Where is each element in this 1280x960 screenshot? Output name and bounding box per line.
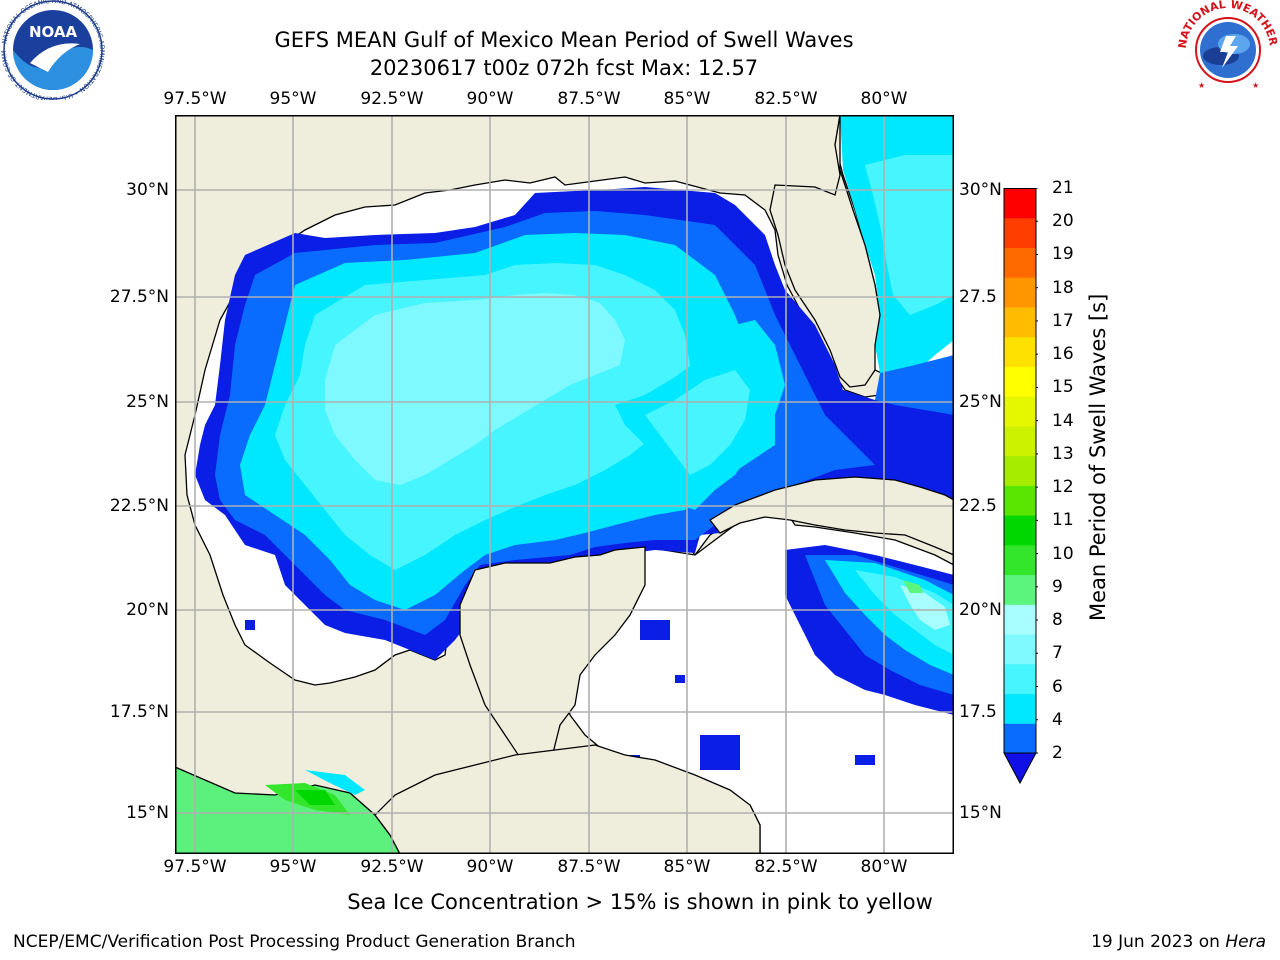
- noaa-logo: NATIONAL OCEANIC AND ATMOSPHERIC ADMINIS…: [0, 0, 106, 100]
- colorbar-tick-label: 21: [1052, 178, 1074, 198]
- colorbar: [1002, 188, 1038, 788]
- lat-label-right: 20°N: [959, 600, 1002, 620]
- colorbar-band: [1004, 485, 1036, 516]
- colorbar-band: [1004, 425, 1036, 457]
- lon-label-top: 90°W: [466, 89, 514, 109]
- colorbar-frame: [1003, 188, 1037, 753]
- colorbar-tick-label: 19: [1052, 244, 1074, 265]
- lon-label-bottom: 82.5°W: [754, 857, 818, 877]
- map-frame: [175, 115, 954, 854]
- colorbar-band: [1004, 306, 1036, 338]
- lat-label-right: 22.5: [959, 496, 997, 516]
- lon-label-bottom: 87.5°W: [557, 857, 621, 877]
- lon-label-top: 92.5°W: [360, 89, 424, 109]
- colorbar-band: [1004, 188, 1036, 219]
- lat-label-right: 25°N: [959, 392, 1002, 412]
- colorbar-band: [1004, 336, 1036, 367]
- colorbar-band: [1004, 396, 1036, 427]
- colorbar-extend-triangle: [1003, 752, 1037, 785]
- swell-field: [195, 115, 954, 815]
- lat-label-left: 15°N: [126, 803, 169, 823]
- lon-label-top: 80°W: [860, 89, 908, 109]
- lon-label-bottom: 95°W: [269, 857, 317, 877]
- lon-label-bottom: 85°W: [663, 857, 711, 877]
- nws-logo: NATIONAL WEATHER SERVICE ★ ★: [1176, 0, 1280, 100]
- colorbar-band: [1004, 366, 1036, 397]
- pacific-water: [175, 766, 401, 854]
- colorbar-band: [1004, 634, 1036, 665]
- colorbar-band: [1004, 604, 1036, 635]
- colorbar-tick-label: 18: [1052, 277, 1074, 298]
- lat-label-left: 27.5°N: [109, 287, 169, 307]
- graticule: [175, 115, 954, 854]
- footer-credit: NCEP/EMC/Verification Post Processing Pr…: [13, 932, 576, 952]
- lon-label-bottom: 90°W: [466, 857, 514, 877]
- lat-label-right: 30°N: [959, 180, 1002, 200]
- colorbar-tick-labels: 2 4 6 7 8 9 10 11 12 13 14 15 16 17 18 19 20 21: [1052, 0, 1092, 960]
- lat-label-left: 25°N: [126, 392, 169, 412]
- yucatan-land: [459, 546, 646, 776]
- svg-text:★: ★: [1198, 81, 1205, 90]
- lat-label-left: 22.5°N: [109, 496, 169, 516]
- footer-machine: Hera: [1225, 932, 1266, 952]
- lat-label-right: 17.5: [959, 702, 997, 722]
- title-line-1: GEFS MEAN Gulf of Mexico Mean Period of …: [274, 28, 854, 52]
- colorbar-tick-label: 4: [1052, 709, 1063, 730]
- colorbar-tick-label: 12: [1052, 477, 1074, 498]
- map-panel: [175, 115, 954, 854]
- colorbar-tick-label: 7: [1052, 643, 1063, 664]
- colorbar-tick-label: 20: [1052, 211, 1074, 232]
- colorbar-tick-label: 2: [1052, 743, 1063, 763]
- colorbar-tick-label: 16: [1052, 344, 1074, 365]
- lat-label-left: 20°N: [126, 600, 169, 620]
- colorbar-tick-label: 14: [1052, 410, 1074, 431]
- lon-label-top: 85°W: [663, 89, 711, 109]
- footer-date-text: 19 Jun 2023 on: [1091, 932, 1226, 952]
- sea-ice-note: Sea Ice Concentration > 15% is shown in …: [347, 890, 933, 914]
- lat-label-right: 15°N: [959, 803, 1002, 823]
- footer-date: 19 Jun 2023 on Hera: [1091, 932, 1266, 952]
- lon-label-bottom: 97.5°W: [163, 857, 227, 877]
- florida-land: [769, 115, 881, 388]
- lat-label-left: 30°N: [126, 180, 169, 200]
- cuba-land: [709, 476, 954, 556]
- lat-label-right: 27.5: [959, 287, 997, 307]
- lon-label-top: 82.5°W: [754, 89, 818, 109]
- central-america-land: [374, 744, 761, 854]
- lon-label-top: 87.5°W: [557, 89, 621, 109]
- colorbar-tick-label: 17: [1052, 310, 1074, 331]
- colorbar-band: [1004, 693, 1036, 724]
- colorbar-tick-label: 13: [1052, 443, 1074, 464]
- svg-text:★: ★: [1252, 81, 1259, 90]
- colorbar-band: [1004, 574, 1036, 605]
- lon-label-bottom: 80°W: [860, 857, 908, 877]
- colorbar-band: [1004, 515, 1036, 546]
- colorbar-tick-label: 6: [1052, 676, 1063, 697]
- colorbar-band: [1004, 544, 1036, 576]
- colorbar-band: [1004, 247, 1036, 278]
- colorbar-band: [1004, 217, 1036, 248]
- svg-text:NOAA: NOAA: [29, 23, 78, 41]
- colorbar-tick-label: 9: [1052, 576, 1063, 597]
- title-line-2: 20230617 t00z 072h fcst Max: 12.57: [369, 56, 759, 80]
- colorbar-tick-label: 8: [1052, 610, 1063, 631]
- colorbar-tick-label: 10: [1052, 543, 1074, 564]
- colorbar-band: [1004, 455, 1036, 486]
- colorbar-tick-label: 11: [1052, 510, 1074, 531]
- colorbar-tick-label: 15: [1052, 377, 1074, 398]
- lon-label-top: 97.5°W: [163, 89, 227, 109]
- colorbar-band: [1004, 277, 1036, 308]
- lon-label-bottom: 92.5°W: [360, 857, 424, 877]
- colorbar-band: [1004, 663, 1036, 695]
- lat-label-left: 17.5°N: [109, 702, 169, 722]
- colorbar-label: Mean Period of Swell Waves [s]: [1086, 293, 1110, 621]
- colorbar-band: [1004, 723, 1036, 754]
- lon-label-top: 95°W: [269, 89, 317, 109]
